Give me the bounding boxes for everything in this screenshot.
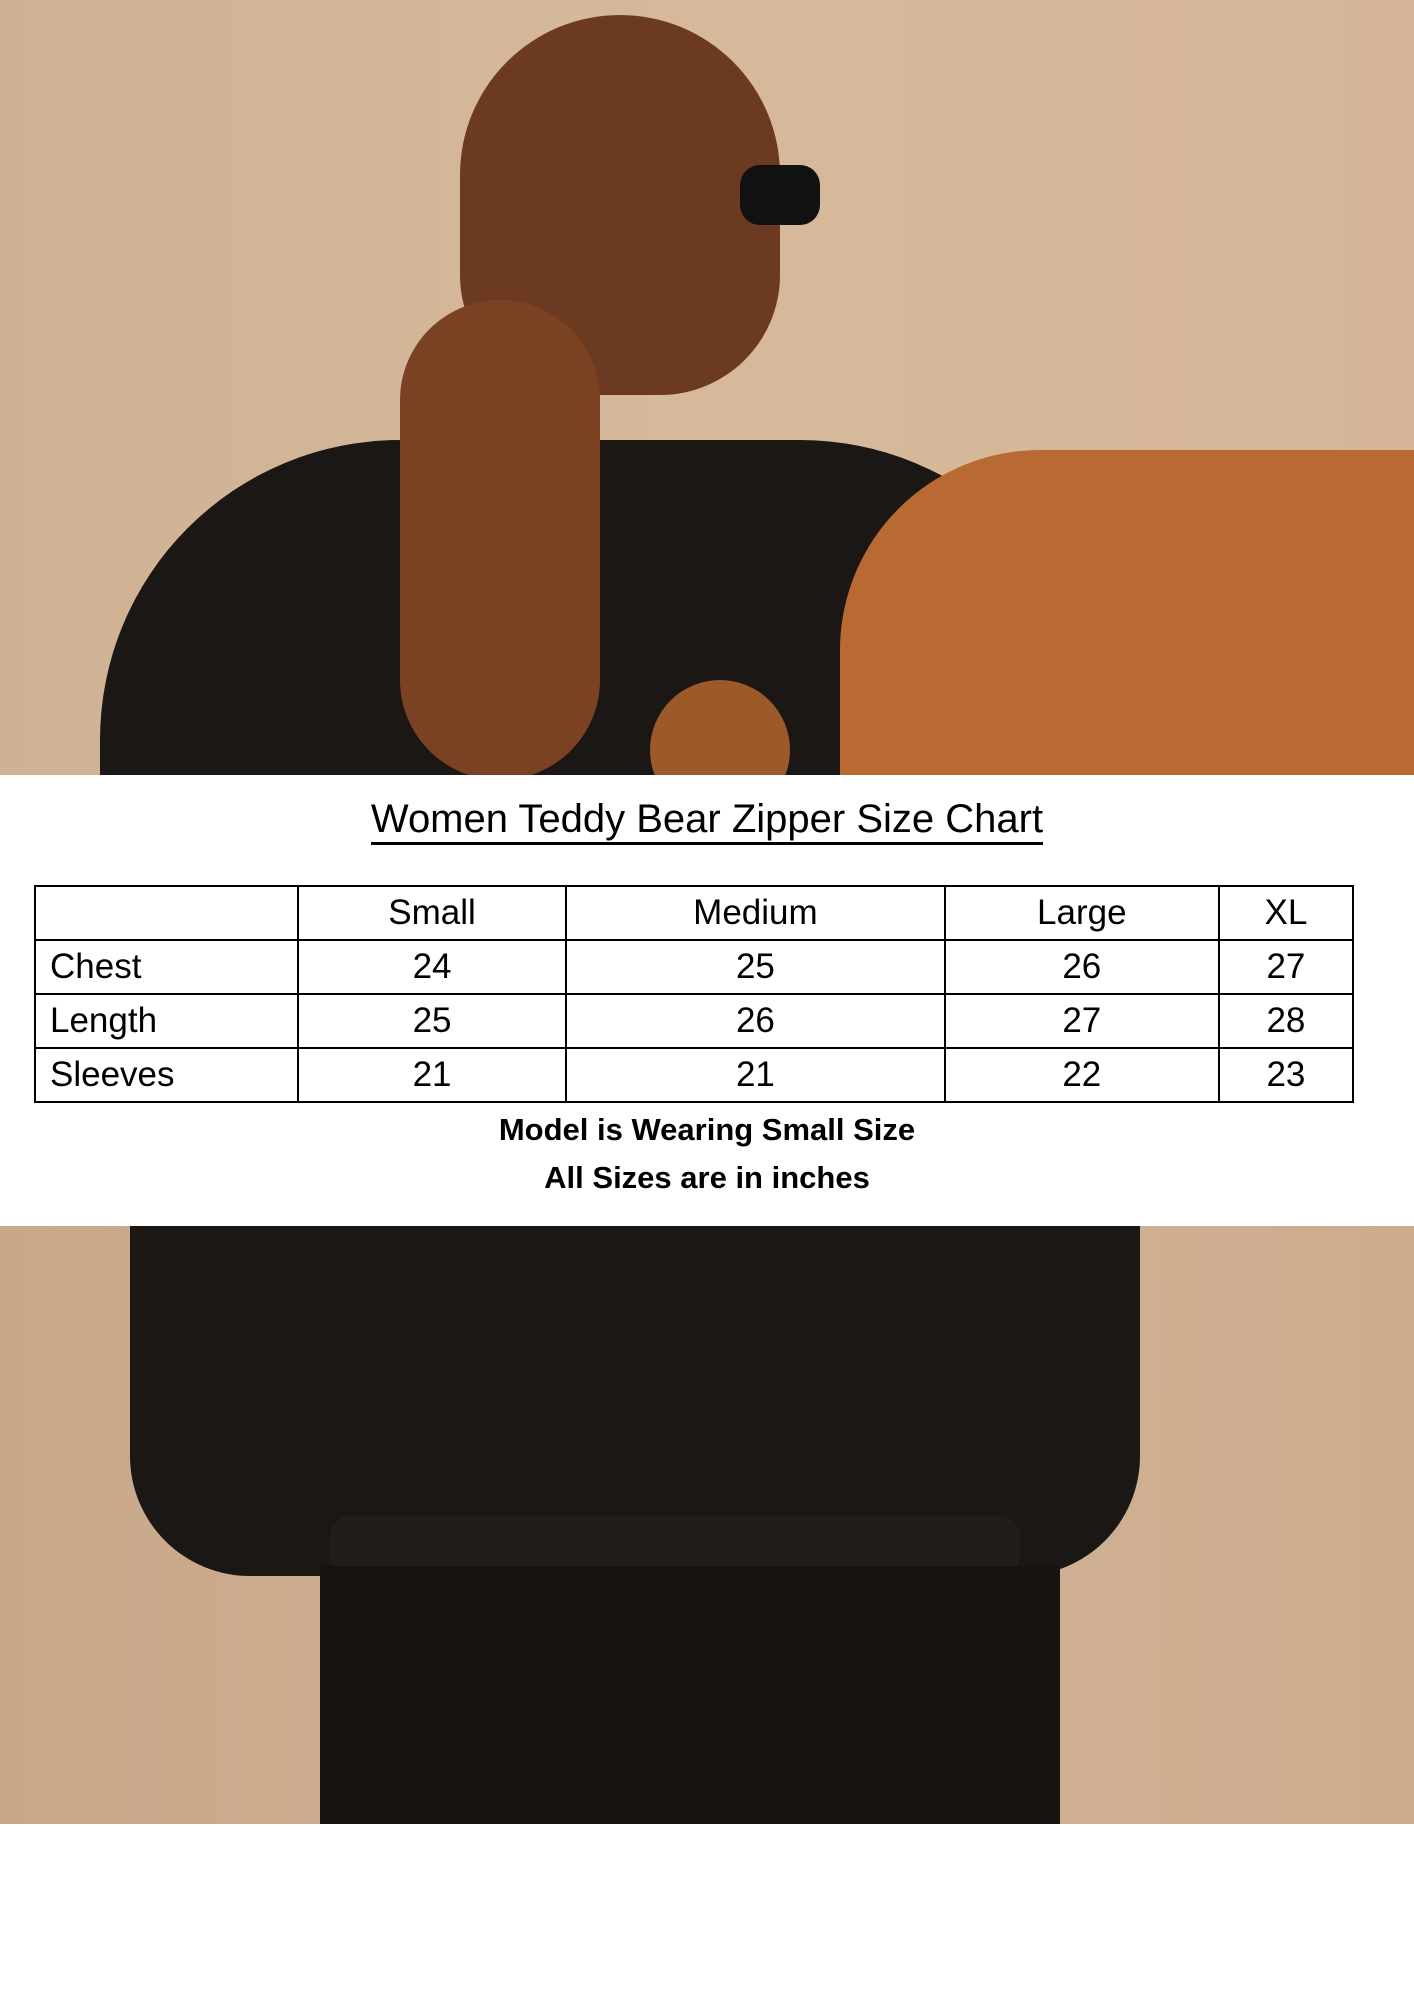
model-size-note: Model is Wearing Small Size — [498, 1112, 916, 1147]
cell: 25 — [296, 993, 568, 1049]
model-back-photo — [0, 0, 1414, 775]
table-header-row: Small Medium Large XL — [34, 885, 1355, 941]
table-row: Chest 24 25 26 27 — [34, 939, 1355, 995]
row-label: Length — [34, 993, 299, 1049]
row-label: Sleeves — [34, 1047, 299, 1103]
header-cell — [34, 885, 299, 941]
units-note: All Sizes are in inches — [544, 1160, 870, 1195]
cell: 27 — [1217, 939, 1355, 995]
cell: 21 — [296, 1047, 568, 1103]
cell: 25 — [565, 939, 946, 995]
header-cell: Small — [296, 885, 568, 941]
cell: 22 — [943, 1047, 1220, 1103]
fleece-sleeve — [840, 450, 1414, 775]
size-table: Small Medium Large XL Chest 24 25 26 27 … — [34, 885, 1355, 1103]
model-front-photo — [0, 1226, 1414, 1824]
cell: 27 — [943, 993, 1220, 1049]
cell: 26 — [943, 939, 1220, 995]
header-cell: Large — [943, 885, 1220, 941]
cell: 28 — [1217, 993, 1355, 1049]
cell: 26 — [565, 993, 946, 1049]
ponytail — [400, 300, 600, 775]
pants — [320, 1566, 1060, 1824]
sunglasses — [740, 165, 820, 225]
cell: 21 — [565, 1047, 946, 1103]
header-cell: Medium — [565, 885, 946, 941]
size-chart: Women Teddy Bear Zipper Size Chart Small… — [0, 775, 1414, 1226]
cell: 24 — [296, 939, 568, 995]
cell: 23 — [1217, 1047, 1355, 1103]
table-row: Sleeves 21 21 22 23 — [34, 1047, 1355, 1103]
row-label: Chest — [34, 939, 299, 995]
header-cell: XL — [1217, 885, 1355, 941]
table-row: Length 25 26 27 28 — [34, 993, 1355, 1049]
chart-title: Women Teddy Bear Zipper Size Chart — [0, 797, 1414, 845]
